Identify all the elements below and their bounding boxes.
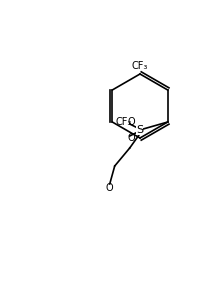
Text: CF₃: CF₃ [115,117,131,127]
Text: O: O [105,183,113,193]
Text: O: O [127,117,135,127]
Text: CF₃: CF₃ [131,61,147,71]
Text: S: S [136,125,143,135]
Text: O: O [127,133,135,143]
